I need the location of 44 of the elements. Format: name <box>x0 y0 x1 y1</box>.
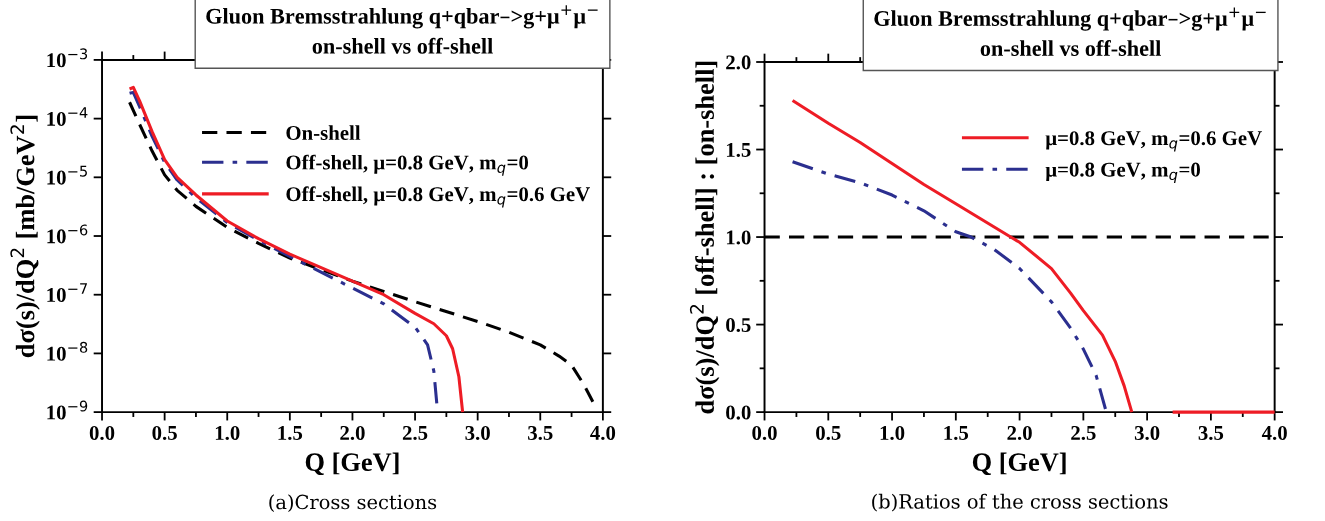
y-tick-label: 0.0 <box>726 405 751 420</box>
legend-label: Off-shell, μ=0.8 GeV, m$_{q}$=0 <box>286 154 529 176</box>
x-axis-title: Q [GeV] <box>305 452 399 476</box>
x-tick-label: 1.5 <box>278 426 303 441</box>
y-axis-title: dσ(s)/dQ$^{2}$ [off-shell] : [on-shell] <box>689 61 720 414</box>
x-tick-label: 4.0 <box>590 425 616 441</box>
x-tick-label: 0.0 <box>752 425 777 441</box>
y-tick-label: 2.0 <box>726 55 751 70</box>
x-tick-label: 3.0 <box>1134 425 1160 441</box>
legend-label: On-shell <box>286 125 361 141</box>
text: (a)Cross sections <box>269 494 437 513</box>
text: (b)Ratios of the cross sections <box>872 493 1168 512</box>
x-tick-label: 1.0 <box>215 425 240 441</box>
y-tick-label: 10$^{−5}$ <box>47 165 87 185</box>
x-tick-label: 0.5 <box>816 425 841 441</box>
y-tick-label: 10$^{−8}$ <box>47 341 88 361</box>
legend-label: μ=0.8 GeV, m$_{q}$=0.6 GeV <box>1045 131 1262 152</box>
y-tick-label: 10$^{−6}$ <box>47 224 88 244</box>
x-tick-label: 4.0 <box>1261 425 1287 441</box>
x-tick-label: 0.5 <box>152 425 177 441</box>
y-tick-label: 1.5 <box>726 143 751 158</box>
line-series <box>128 100 595 404</box>
y-tick-label: 10$^{−9}$ <box>47 400 88 420</box>
y-tick-label: 1.0 <box>726 230 751 245</box>
chart-title: Gluon Bremsstrahlung q+qbar–>g+μ$^{+}$μ$^{−}$ on-shell vs off-shell <box>206 5 598 54</box>
chart-title: Gluon Bremsstrahlung q+qbar–>g+μ$^{+}$μ$^{−}$ on-shell vs off-shell <box>874 7 1266 56</box>
x-tick-label: 0.0 <box>89 425 115 441</box>
x-tick-label: 2.5 <box>1071 425 1096 441</box>
y-tick-label: 10$^{−3}$ <box>47 48 88 68</box>
x-tick-label: 3.5 <box>528 425 553 441</box>
y-tick-label: 10$^{−7}$ <box>47 283 87 303</box>
x-tick-label: 2.0 <box>1007 425 1032 441</box>
x-tick-label: 2.0 <box>340 425 365 441</box>
x-tick-label: 2.5 <box>402 425 428 441</box>
x-tick-label: 3.0 <box>465 425 490 441</box>
x-tick-label: 1.0 <box>880 425 905 441</box>
x-tick-label: 1.5 <box>944 426 969 441</box>
y-axis-title: dσ(s)/dQ$^{2}$ [mb/GeV$^{2}$] <box>10 115 40 358</box>
x-tick-label: 3.5 <box>1198 425 1224 441</box>
y-tick-label: 10$^{−4}$ <box>47 107 88 126</box>
y-tick-label: 0.5 <box>726 317 751 333</box>
legend-label: Off-shell, μ=0.8 GeV, m$_{q}$=0.6 GeV <box>286 186 590 208</box>
legend-label: μ=0.8 GeV, m$_{q}$=0 <box>1045 162 1200 183</box>
x-axis-title: Q [GeV] <box>972 452 1066 476</box>
